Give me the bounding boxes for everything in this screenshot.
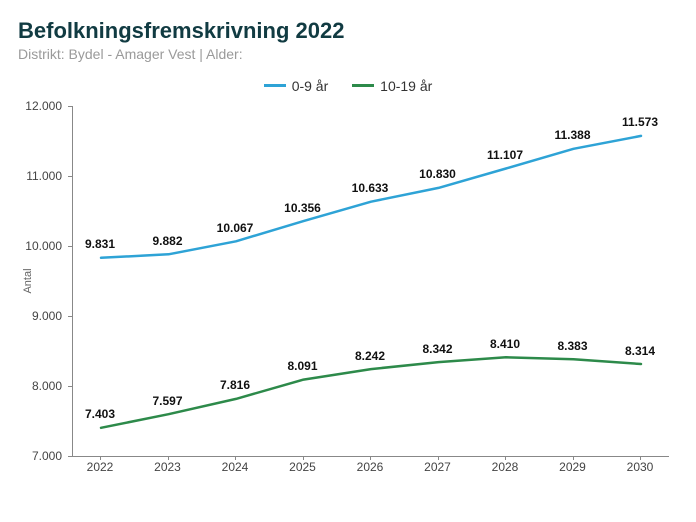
legend: 0-9 år 10-19 år [10,74,686,94]
x-tick-mark [438,456,439,460]
x-tick-label: 2026 [350,460,390,474]
point-label: 8.091 [287,359,317,373]
point-label: 11.573 [622,115,658,129]
point-label: 10.067 [217,221,254,235]
legend-item-2: 10-19 år [352,78,432,94]
point-label: 8.342 [422,342,452,356]
y-tick-mark [68,316,72,317]
x-tick-mark [640,456,641,460]
x-tick-mark [505,456,506,460]
point-label: 8.410 [490,337,520,351]
point-label: 7.816 [220,378,250,392]
x-tick-mark [573,456,574,460]
point-label: 8.383 [557,339,587,353]
y-tick-label: 9.000 [18,309,62,323]
point-label: 8.242 [355,349,385,363]
page-subtitle: Distrikt: Bydel - Amager Vest | Alder: [18,46,686,62]
y-tick-mark [68,456,72,457]
x-tick-label: 2030 [620,460,660,474]
point-label: 8.314 [625,344,655,358]
point-label: 11.388 [554,128,590,142]
point-label: 7.403 [85,407,115,421]
x-tick-mark [303,456,304,460]
x-tick-label: 2025 [283,460,323,474]
x-tick-mark [100,456,101,460]
y-tick-label: 8.000 [18,379,62,393]
legend-item-1: 0-9 år [264,78,329,94]
x-tick-label: 2029 [553,460,593,474]
x-tick-mark [168,456,169,460]
x-tick-label: 2027 [418,460,458,474]
x-tick-mark [370,456,371,460]
y-tick-mark [68,106,72,107]
legend-label-1: 0-9 år [292,78,329,94]
x-tick-label: 2024 [215,460,255,474]
point-label: 10.356 [284,201,321,215]
legend-swatch-2 [352,84,374,87]
point-label: 11.107 [487,148,523,162]
series-line-2 [101,357,641,428]
legend-swatch-1 [264,84,286,87]
point-label: 10.830 [419,167,456,181]
x-tick-mark [235,456,236,460]
x-tick-label: 2022 [80,460,120,474]
y-tick-mark [68,246,72,247]
point-label: 9.882 [152,234,182,248]
y-tick-mark [68,176,72,177]
chart-area: Antal 7.000 8.000 9.000 10.000 11.000 12.000 2… [18,100,678,500]
y-tick-label: 12.000 [18,99,62,113]
legend-label-2: 10-19 år [380,78,432,94]
x-tick-label: 2023 [148,460,188,474]
y-tick-label: 11.000 [18,169,62,183]
x-tick-label: 2028 [485,460,525,474]
y-tick-mark [68,386,72,387]
y-axis-label: Antal [22,268,34,293]
y-tick-label: 7.000 [18,449,62,463]
y-tick-label: 10.000 [18,239,62,253]
point-label: 10.633 [352,181,389,195]
page-title: Befolkningsfremskrivning 2022 [18,18,686,44]
point-label: 7.597 [152,394,182,408]
point-label: 9.831 [85,237,115,251]
